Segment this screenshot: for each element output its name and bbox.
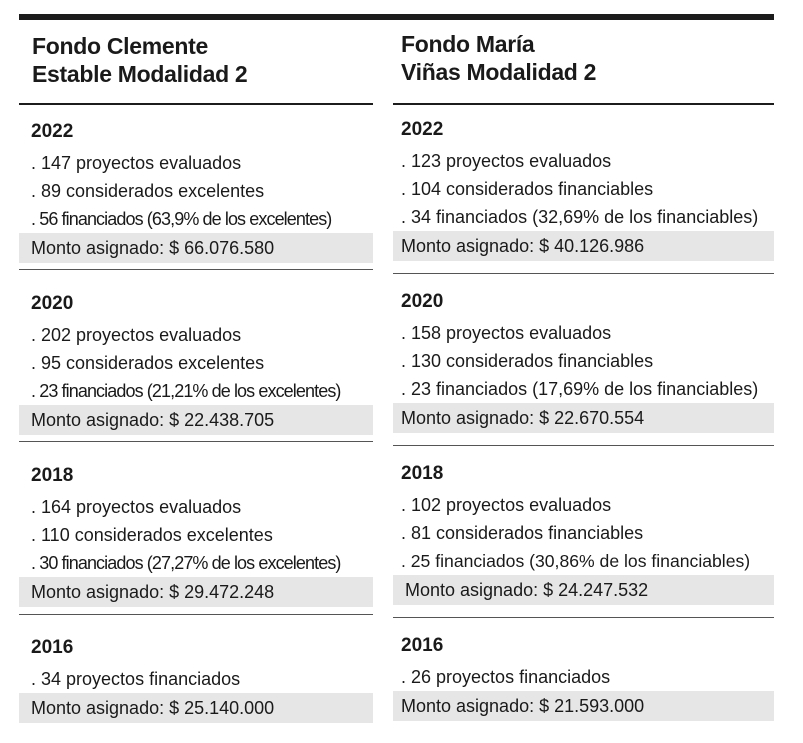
monto-asignado: Monto asignado: $ 66.076.580: [19, 233, 373, 263]
monto-asignado: Monto asignado: $ 22.438.705: [19, 405, 373, 435]
stat-line: . 25 financiados (30,86% de los financia…: [401, 551, 751, 571]
stat-line: . 123 proyectos evaluados: [401, 151, 612, 171]
year-block-2020: 2020 . 202 proyectos evaluados . 95 cons…: [19, 293, 373, 442]
year-heading: 2016: [401, 635, 444, 656]
monto-asignado: Monto asignado: $ 24.247.532: [393, 575, 774, 605]
year-block-2022: 2022 . 123 proyectos evaluados . 104 con…: [393, 119, 774, 274]
stat-line: . 202 proyectos evaluados: [31, 325, 242, 345]
fund-title-line-1: Fondo Clemente: [32, 33, 208, 59]
monto-asignado: Monto asignado: $ 40.126.986: [393, 231, 774, 261]
year-heading: 2022: [31, 121, 74, 142]
year-heading: 2018: [401, 463, 444, 484]
fund-header: Fondo María Viñas Modalidad 2: [393, 20, 774, 105]
stat-line: . 56 financiados (63,9% de los excelente…: [31, 209, 332, 229]
stat-line: . 34 financiados (32,69% de los financia…: [401, 207, 759, 227]
year-heading: 2020: [31, 293, 74, 314]
top-rule: [19, 14, 774, 20]
stat-line: . 158 proyectos evaluados: [401, 323, 612, 343]
stat-line: . 34 proyectos financiados: [31, 669, 241, 689]
year-block-2016: 2016 . 26 proyectos financiados Monto as…: [393, 635, 774, 725]
stat-line: . 130 considerados financiables: [401, 351, 654, 371]
stat-line: . 95 considerados excelentes: [31, 353, 265, 373]
year-heading: 2022: [401, 119, 444, 140]
year-heading: 2018: [31, 465, 74, 486]
year-block-2016: 2016 . 34 proyectos financiados Monto as…: [19, 637, 373, 727]
year-block-2022: 2022 . 147 proyectos evaluados . 89 cons…: [19, 121, 373, 270]
fund-title-line-2: Estable Modalidad 2: [32, 61, 248, 87]
year-block-2020: 2020 . 158 proyectos evaluados . 130 con…: [393, 291, 774, 446]
monto-asignado: Monto asignado: $ 22.670.554: [393, 403, 774, 433]
monto-asignado: Monto asignado: $ 21.593.000: [393, 691, 774, 721]
stat-line: . 81 considerados financiables: [401, 523, 644, 543]
stat-line: . 23 financiados (17,69% de los financia…: [401, 379, 759, 399]
fund-title-line-2: Viñas Modalidad 2: [401, 59, 597, 85]
stat-line: . 89 considerados excelentes: [31, 181, 265, 201]
fund-column-clemente-estable: Fondo Clemente Estable Modalidad 2 2022 …: [19, 20, 373, 723]
stat-line: . 164 proyectos evaluados: [31, 497, 242, 517]
year-heading: 2016: [31, 637, 74, 658]
stat-line: . 104 considerados financiables: [401, 179, 654, 199]
year-block-2018: 2018 . 102 proyectos evaluados . 81 cons…: [393, 463, 774, 618]
year-block-2018: 2018 . 164 proyectos evaluados . 110 con…: [19, 465, 373, 615]
stat-line: . 110 considerados excelentes: [31, 525, 273, 545]
fund-column-maria-vinas: Fondo María Viñas Modalidad 2 2022 . 123…: [393, 20, 774, 721]
monto-asignado: Monto asignado: $ 29.472.248: [19, 577, 373, 607]
stat-line: . 102 proyectos evaluados: [401, 495, 612, 515]
year-heading: 2020: [401, 291, 444, 312]
stat-line: . 23 financiados (21,21% de los excelent…: [31, 381, 341, 401]
stat-line: . 30 financiados (27,27% de los excelent…: [31, 553, 341, 573]
monto-asignado: Monto asignado: $ 25.140.000: [19, 693, 373, 723]
stat-line: . 147 proyectos evaluados: [31, 153, 242, 173]
fund-header: Fondo Clemente Estable Modalidad 2: [19, 20, 373, 105]
fund-title-line-1: Fondo María: [401, 31, 535, 57]
stat-line: . 26 proyectos financiados: [401, 667, 611, 687]
